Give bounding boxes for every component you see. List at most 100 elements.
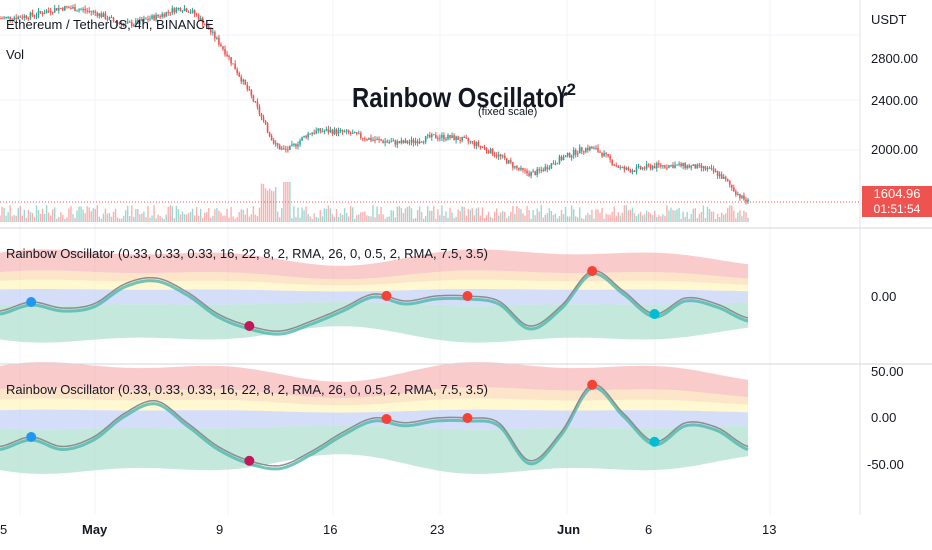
volume-bar [177,209,180,222]
volume-bar [161,217,163,222]
volume-bar [635,216,638,222]
candle-body [220,44,222,47]
candle-body [104,13,107,19]
pane1-signal-dot [649,309,660,319]
pane1-band [0,270,748,286]
candle-body [712,168,715,172]
candle-body [315,130,318,134]
candle-body [688,165,691,168]
volume-bar [116,217,119,222]
volume-bar [3,208,5,222]
candle-body [25,15,28,19]
volume-bar [404,208,407,222]
volume-label[interactable]: Vol [6,47,25,62]
volume-bar [694,208,696,222]
volume-bar [465,215,467,222]
volume-bar [135,209,137,222]
volume-bar [668,210,670,222]
candle-body [627,167,630,170]
volume-bar [546,213,549,222]
volume-bar [435,218,437,222]
candle-body [552,163,555,165]
candle-body [376,138,378,141]
volume-bar [562,214,565,222]
volume-bar [252,206,255,222]
candle-body [307,133,309,138]
candle-body [291,144,293,146]
bar-countdown-tag: 01:51:54 [862,202,932,217]
volume-bar [305,206,307,222]
candle-body [108,17,111,20]
volume-bar [414,217,417,222]
pane2-band [0,425,748,474]
pane2-tick: -50.00 [867,457,904,472]
volume-bar [431,210,433,222]
candle-body [264,120,267,124]
candle-body [524,169,526,171]
candle-body [189,12,192,14]
candle-body [495,155,498,157]
volume-bar [662,214,664,222]
volume-bar [323,208,326,222]
candle-body [633,170,636,172]
volume-bar [467,209,469,222]
volume-bar [210,217,212,222]
candle-body [544,166,547,171]
candle-body [278,145,281,150]
watermark-subtitle: (fixed scale) [478,106,538,118]
volume-bar [560,210,563,222]
volume-bar [493,211,496,222]
candle-body [238,73,240,77]
volume-bar [524,215,526,222]
candle-body [741,195,743,198]
volume-bar [512,205,514,222]
candle-body [726,179,729,182]
candle-body [345,130,348,132]
candle-body [530,171,532,176]
volume-bar [378,214,380,222]
candle-body [309,133,311,135]
volume-bar [272,191,275,222]
volume-bar [577,217,579,222]
volume-bar [422,218,425,222]
candle-body [171,8,174,13]
candle-body [19,16,22,18]
volume-bar [112,211,115,222]
volume-bar [220,212,222,222]
volume-bar [439,215,441,222]
symbol-title[interactable]: Ethereum / TetherUS, 4h, BINANCE [6,17,214,32]
candle-body [601,152,603,157]
candle-body [704,166,707,170]
volume-bar [489,216,492,222]
candle-body [554,163,557,165]
candle-body [45,10,48,14]
candle-body [303,135,305,138]
volume-bar [652,215,654,222]
candle-body [143,18,145,21]
candle-body [597,147,599,152]
candle-body [578,147,581,154]
pane1-legend[interactable]: Rainbow Oscillator (0.33, 0.33, 0.33, 16… [6,246,488,261]
volume-bar [702,205,705,222]
volume-bar [469,209,471,222]
volume-bar [680,218,682,222]
candle-body [649,165,652,169]
volume-bar [354,218,356,222]
volume-bar [447,217,449,222]
candle-body [250,90,253,96]
candle-body [546,166,549,170]
candle-body [157,14,159,17]
time-label: 6 [645,522,653,537]
volume-bar [686,211,688,222]
candle-body [60,8,62,10]
pane2-legend[interactable]: Rainbow Oscillator (0.33, 0.33, 0.33, 16… [6,382,488,397]
volume-bar [70,205,72,222]
candle-body [94,11,97,13]
volume-bar [100,218,103,222]
pane1-signal-dot [462,291,473,301]
candle-body [443,135,445,140]
candle-body [161,14,163,17]
candle-body [435,134,437,139]
candle-body [384,141,386,143]
